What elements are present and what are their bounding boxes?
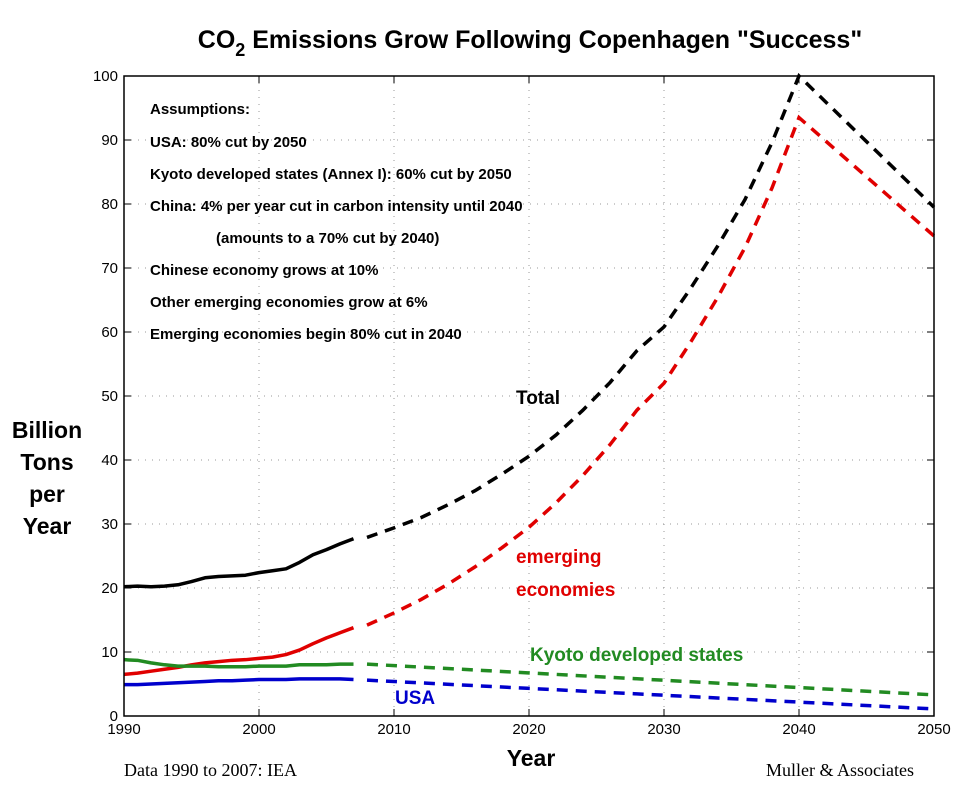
- y-axis-label-line: Billion: [12, 417, 82, 443]
- y-tick-label: 50: [101, 388, 118, 405]
- assumption-line: China: 4% per year cut in carbon intensi…: [150, 198, 523, 215]
- series-usa-projection: [366, 678, 935, 711]
- x-tick-label: 2000: [242, 721, 275, 738]
- label-kyoto: Kyoto developed states: [530, 645, 743, 666]
- y-axis-label-line: Tons: [20, 449, 73, 475]
- y-tick-label: 80: [101, 196, 118, 213]
- assumption-line: Chinese economy grows at 10%: [150, 262, 378, 279]
- y-tick-label: 10: [101, 644, 118, 661]
- assumption-line: Emerging economies begin 80% cut in 2040: [150, 326, 462, 343]
- y-axis-label-line: per: [29, 481, 65, 507]
- y-axis-label: Billion Tons per Year: [12, 417, 82, 539]
- footer-source: Data 1990 to 2007: IEA: [124, 760, 297, 780]
- footer-credit: Muller & Associates: [766, 760, 914, 780]
- x-tick-label: 2010: [377, 721, 410, 738]
- series-usa-historical: [124, 677, 354, 687]
- assumption-line: USA: 80% cut by 2050: [150, 134, 307, 151]
- label-emerging-1: emerging: [516, 547, 602, 568]
- assumption-line: Assumptions:: [150, 101, 250, 118]
- x-tick-label: 1990: [107, 721, 140, 738]
- plot-frame: [123, 75, 935, 717]
- label-usa: USA: [395, 688, 435, 709]
- label-emerging-2: economies: [516, 580, 615, 601]
- x-tick-label: 2050: [917, 721, 950, 738]
- x-axis-label: Year: [507, 745, 556, 771]
- series-kyoto-developed-states-historical: [123, 657, 354, 669]
- y-tick-label: 30: [101, 516, 118, 533]
- x-tick-label: 2020: [512, 721, 545, 738]
- y-tick-label: 0: [110, 708, 118, 725]
- y-tick-label: 70: [101, 260, 118, 277]
- assumption-line: Kyoto developed states (Annex I): 60% cu…: [150, 166, 512, 183]
- series-total-historical: [123, 537, 355, 589]
- series-total-projection: [366, 72, 936, 540]
- y-tick-label: 60: [101, 324, 118, 341]
- y-tick-label: 20: [101, 580, 118, 597]
- assumptions-text: Assumptions: USA: 80% cut by 2050 Kyoto de…: [150, 101, 523, 343]
- assumption-line: (amounts to a 70% cut by 2040): [216, 230, 439, 247]
- assumption-line: Other emerging economies grow at 6%: [150, 294, 428, 311]
- axis-ticks: 1990 2000 2010 2020 2030 2040 2050010203040506…: [93, 68, 951, 738]
- x-tick-label: 2030: [647, 721, 680, 738]
- series-lines: [123, 72, 936, 711]
- y-tick-label: 100: [93, 68, 118, 85]
- x-tick-label: 2040: [782, 721, 815, 738]
- y-tick-label: 90: [101, 132, 118, 149]
- series-emerging-economies-projection: [366, 114, 936, 627]
- y-tick-label: 40: [101, 452, 118, 469]
- label-total: Total: [516, 388, 560, 409]
- series-emerging-economies-historical: [123, 626, 355, 677]
- y-axis-label-line: Year: [23, 513, 72, 539]
- series-kyoto-developed-states-projection: [366, 662, 935, 697]
- chart-title: CO2 Emissions Grow Following Copenhagen …: [198, 26, 862, 60]
